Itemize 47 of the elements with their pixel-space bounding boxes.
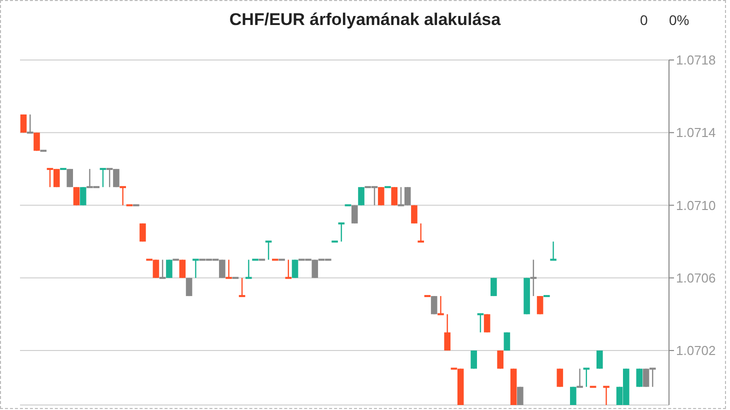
candlestick bbox=[358, 186, 364, 206]
candlestick bbox=[484, 314, 490, 333]
candlestick bbox=[556, 368, 564, 388]
candlestick bbox=[418, 222, 424, 243]
candlestick bbox=[179, 259, 186, 278]
candlestick bbox=[438, 295, 444, 316]
candlestick bbox=[411, 204, 418, 224]
candlestick bbox=[34, 132, 40, 152]
candlestick bbox=[226, 259, 232, 279]
y-tick-label: 1.0706 bbox=[676, 270, 716, 286]
candlestick bbox=[596, 350, 603, 370]
candlestick bbox=[120, 186, 126, 206]
candlestick bbox=[470, 350, 477, 370]
text: 0 bbox=[640, 12, 648, 28]
candlestick bbox=[100, 168, 106, 188]
candlestick bbox=[338, 222, 345, 242]
candlestick bbox=[550, 240, 556, 261]
candlestick bbox=[166, 259, 172, 278]
candlestick bbox=[26, 114, 34, 134]
candlestick bbox=[497, 350, 504, 370]
chart-title: CHF/EUR árfolyamának alakulása bbox=[229, 10, 501, 29]
candlestick bbox=[192, 258, 199, 278]
candlestick bbox=[285, 259, 292, 279]
candlestick bbox=[444, 314, 450, 352]
candlestick bbox=[378, 186, 384, 206]
candlestick bbox=[576, 368, 583, 388]
y-tick-label: 1.0714 bbox=[676, 125, 716, 140]
y-tick-label: 1.0710 bbox=[676, 198, 716, 213]
candlestick bbox=[292, 259, 298, 278]
candlestick bbox=[477, 313, 484, 333]
candlestick bbox=[391, 186, 398, 206]
candlestick bbox=[238, 277, 246, 298]
y-tick-label: 1.0718 bbox=[676, 52, 716, 68]
candlestick bbox=[583, 368, 590, 388]
candlestick bbox=[73, 186, 80, 206]
candlestick bbox=[536, 295, 544, 315]
candlestick bbox=[246, 259, 252, 279]
candlestick bbox=[351, 204, 358, 224]
text: 0% bbox=[669, 12, 690, 28]
y-tick-label: 1.0702 bbox=[676, 343, 716, 358]
candlestick bbox=[530, 259, 537, 297]
candlestick bbox=[80, 186, 86, 206]
candlestick bbox=[265, 240, 272, 260]
candlestick bbox=[636, 368, 643, 388]
candlestick bbox=[159, 259, 166, 279]
candlestick bbox=[430, 295, 438, 315]
candlestick bbox=[603, 386, 610, 405]
